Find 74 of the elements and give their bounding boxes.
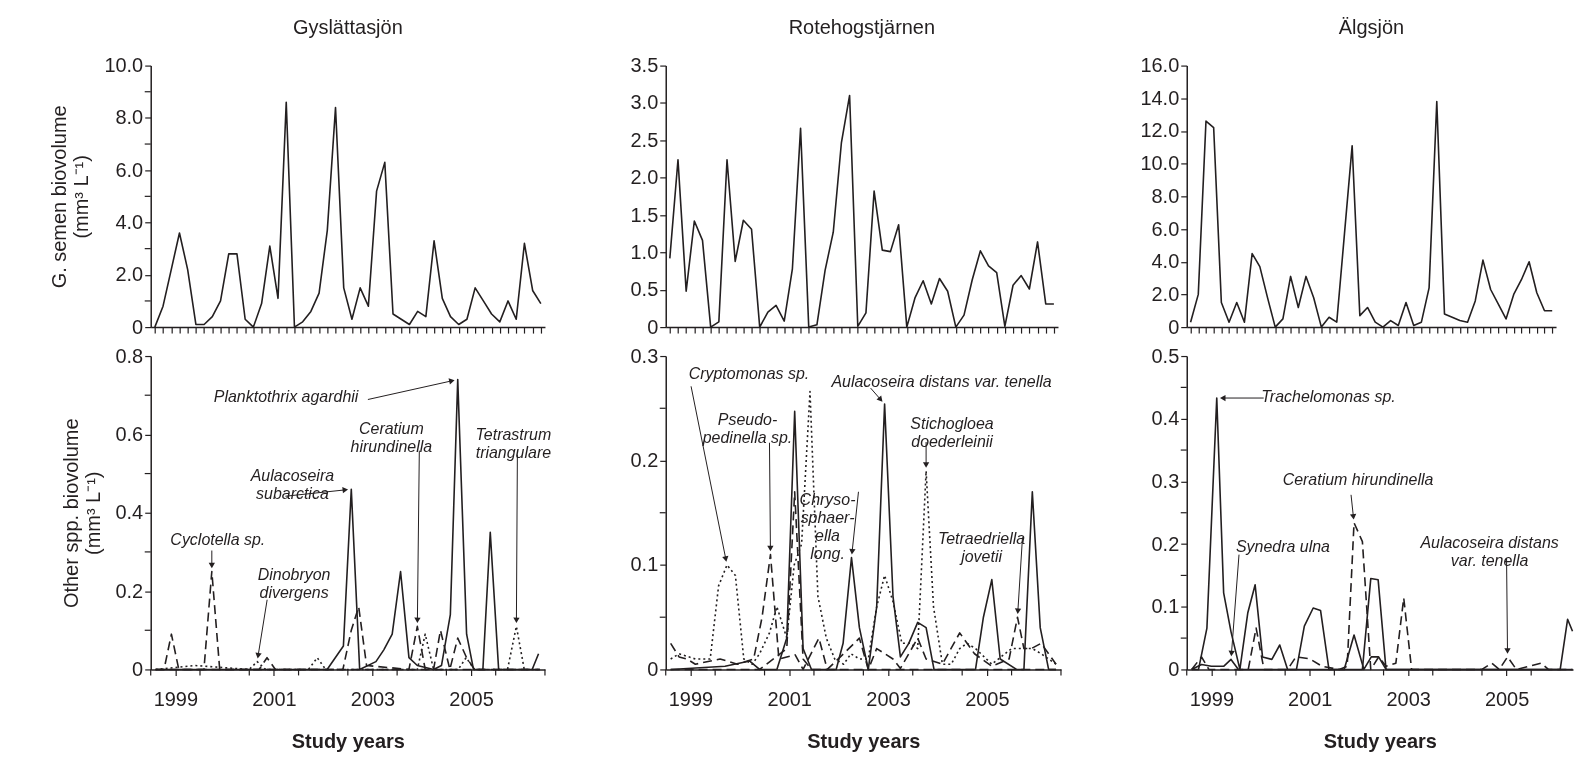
y-tick-label: 4.0 [115,210,144,233]
chart-title: Gyslättasjön [292,15,403,38]
y-tick-label: 0 [647,657,659,680]
annotation: Chryso- sphaer- ella long. [799,490,856,562]
x-tick-label: 2001 [1288,687,1333,710]
annotation: Dinobryon divergens [257,565,331,601]
x-tick-label: 2003 [350,687,396,710]
chart-title: Rotehogstjärnen [788,15,936,38]
y-tick-label: 0.6 [115,422,144,445]
y-tick-label: 0.5 [630,278,659,301]
y-tick-label: 2.0 [1151,282,1180,305]
x-axis-title: Study years [807,729,921,752]
x-tick-label: 2005 [1484,687,1530,710]
y-tick-label: 0 [132,657,144,680]
annotation: Aulacoseira distans var. tenella [1419,534,1559,570]
annotation: Cryptomonas sp. [688,365,810,383]
y-tick-label: 0.2 [630,448,659,471]
y-tick-label: 0.2 [1151,532,1180,555]
x-axis-title: Study years [1323,729,1437,752]
x-axis-title: Study years [291,729,405,752]
y-tick-label: 2.0 [630,166,659,189]
annotation: Ceratium hirundinella [1282,470,1434,488]
annotation: Tetrastrum triangulare [475,425,552,461]
x-tick-label: 2001 [767,687,812,710]
y-tick-label: 16.0 [1140,54,1180,77]
y-tick-label: 4.0 [1151,250,1180,273]
x-tick-label: 2003 [1386,687,1431,710]
y-tick-label: 0 [1168,315,1180,338]
y-tick-label: 10.0 [1140,152,1180,175]
y-tick-label: 6.0 [1151,217,1180,240]
y-tick-label: 0 [647,315,659,338]
annotation: Aulacoseira distans var. tenella [830,373,1052,391]
y-tick-label: 12.0 [1140,119,1180,142]
annotation: Planktothrix agardhii [213,388,359,406]
y-axis-title: G. semen biovolume (mm³ L⁻¹) [48,105,93,289]
annotation: Pseudo- pedinella sp. [701,410,793,446]
y-tick-label: 1.0 [630,240,659,263]
y-tick-label: 8.0 [1151,184,1180,207]
annotation: Cyclotella sp. [170,530,266,548]
y-tick-label: 2.0 [115,263,144,286]
y-tick-label: 0.3 [630,344,659,367]
y-tick-label: 2.5 [630,128,659,151]
y-tick-label: 0.2 [115,579,144,602]
annotation: Aulacoseira subarctica [249,467,335,503]
y-tick-label: 8.0 [115,106,144,129]
y-tick-label: 0 [132,315,144,338]
x-tick-label: 1999 [668,687,714,710]
y-tick-label: 3.0 [630,91,659,114]
annotation: Trachelomonas sp. [1261,388,1396,406]
x-tick-label: 2003 [866,687,911,710]
y-tick-label: 0 [1168,657,1180,680]
y-tick-label: 0.4 [1151,407,1180,430]
y-tick-label: 0.8 [115,344,144,367]
annotation: Tetraedriella jovetii [937,530,1026,566]
annotation: Ceratium hirundinella [350,419,433,455]
x-tick-label: 2001 [252,687,297,710]
y-tick-label: 3.5 [630,54,659,77]
y-tick-label: 1.5 [630,203,659,226]
y-tick-label: 0.3 [1151,469,1180,492]
y-tick-label: 0.1 [630,553,659,576]
x-tick-label: 1999 [153,687,199,710]
x-tick-label: 2005 [449,687,494,710]
y-tick-label: 0.1 [1151,595,1180,618]
x-tick-label: 1999 [1189,687,1235,710]
y-axis-title: Other spp. biovolume (mm³ L⁻¹) [59,418,104,609]
y-tick-label: 14.0 [1140,86,1180,109]
y-tick-label: 6.0 [115,158,144,181]
annotation: Synedra ulna [1235,537,1331,555]
y-tick-label: 10.0 [104,54,144,77]
chart-title: Älgsjön [1338,15,1405,38]
y-tick-label: 0.4 [115,501,144,524]
y-tick-label: 0.5 [1151,344,1180,367]
annotation: Stichogloea doederleinii [910,415,994,450]
x-tick-label: 2005 [965,687,1010,710]
